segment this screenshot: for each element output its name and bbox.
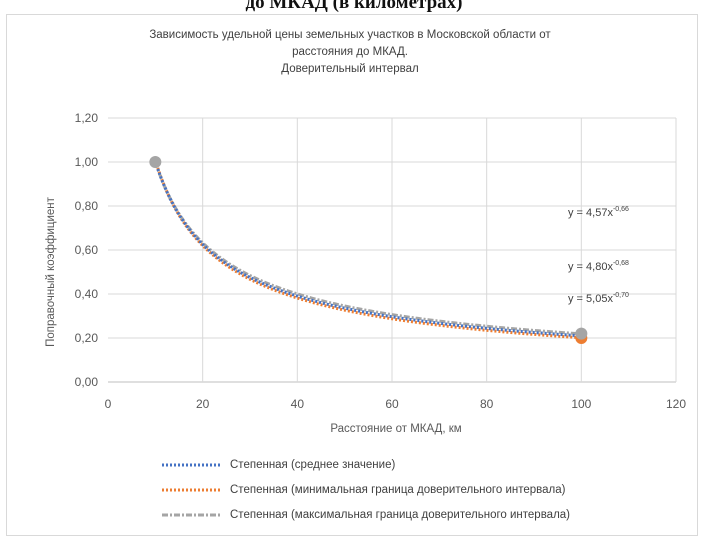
- legend-swatch-mean: [162, 463, 222, 466]
- y-tick-label: 0,60: [75, 243, 99, 257]
- y-tick-label: 1,00: [75, 155, 99, 169]
- legend-swatch-max: [162, 513, 222, 516]
- legend-label-min: Степенная (минимальная граница доверител…: [230, 483, 566, 496]
- page-header: до МКАД (в километрах): [245, 0, 463, 13]
- tick-labels: 0,00 0,20 0,40 0,60 0,80 1,00 1,20 0 20 40 60 80 100…: [75, 111, 687, 411]
- chart-title: Зависимость удельной цены земельных учас…: [60, 27, 640, 78]
- trendline-equation: y = 4,80x-0,68: [568, 260, 629, 273]
- trendline-equations: y = 4,57x-0,66 y = 4,80x-0,68 y = 5,05x-0,…: [568, 206, 629, 305]
- y-tick-label: 0,80: [75, 199, 99, 213]
- chart-title-line-2: расстояния до МКАД.: [292, 46, 408, 58]
- legend-label-mean: Степенная (среднее значение): [230, 458, 396, 471]
- chart-frame: [6, 14, 698, 536]
- trendline-equation: y = 4,57x-0,66: [568, 206, 629, 219]
- x-tick-label: 100: [571, 397, 591, 411]
- y-tick-label: 0,00: [75, 375, 99, 389]
- y-tick-label: 1,20: [75, 111, 99, 125]
- chart-title-line-1: Зависимость удельной цены земельных учас…: [149, 29, 551, 41]
- trendline-equation: y = 5,05x-0,70: [568, 292, 629, 305]
- x-tick-label: 120: [666, 397, 686, 411]
- y-tick-label: 0,40: [75, 287, 99, 301]
- y-tick-label: 0,20: [75, 331, 99, 345]
- x-tick-label: 20: [196, 397, 210, 411]
- series-lines: [153, 159, 582, 340]
- data-point: [575, 327, 588, 340]
- legend-item: Степенная (минимальная граница доверител…: [160, 477, 570, 502]
- legend-label-max: Степенная (максимальная граница доверите…: [230, 508, 571, 521]
- chart-title-line-3: Доверительный интервал: [281, 63, 419, 75]
- series-line: [153, 159, 582, 340]
- data-point: [149, 156, 162, 168]
- data-points: [149, 156, 588, 344]
- legend-item: Степенная (максимальная граница доверите…: [160, 502, 570, 527]
- y-axis-title: Поправочный коэффициент: [45, 196, 57, 347]
- x-tick-label: 40: [291, 397, 305, 411]
- legend-item: Степенная (среднее значение): [160, 452, 570, 477]
- series-line: [153, 160, 582, 338]
- x-axis-title: Расстояние от МКАД, км: [330, 423, 461, 435]
- x-tick-label: 60: [385, 397, 399, 411]
- series-line: [153, 161, 582, 336]
- x-tick-label: 80: [480, 397, 494, 411]
- grid-lines: [108, 117, 677, 383]
- x-tick-label: 0: [105, 397, 112, 411]
- legend: Степенная (среднее значение) Степенная (…: [160, 452, 570, 527]
- legend-swatch-min: [162, 488, 222, 491]
